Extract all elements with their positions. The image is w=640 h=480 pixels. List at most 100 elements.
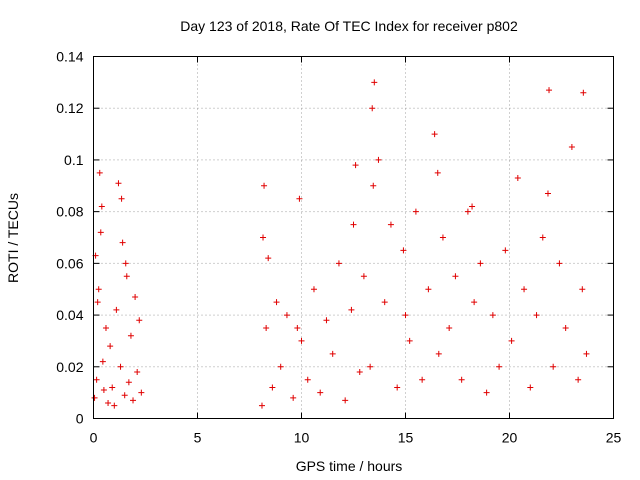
data-point: [508, 337, 515, 344]
data-point: [452, 273, 459, 280]
data-point: [329, 350, 336, 357]
data-point: [464, 208, 471, 215]
data-point: [583, 350, 590, 357]
data-point: [111, 402, 118, 409]
data-point: [105, 399, 112, 406]
data-point: [367, 363, 374, 370]
data-point: [277, 363, 284, 370]
data-point: [514, 175, 521, 182]
data-point: [496, 363, 503, 370]
data-point: [94, 299, 101, 306]
data-point: [539, 234, 546, 241]
data-point: [115, 180, 122, 187]
data-point: [121, 392, 128, 399]
data-point: [99, 358, 106, 365]
data-point: [352, 162, 359, 169]
data-point: [527, 384, 534, 391]
data-point: [119, 239, 126, 246]
data-point: [400, 247, 407, 254]
data-point: [546, 87, 553, 94]
chart-title: Day 123 of 2018, Rate Of TEC Index for r…: [180, 18, 518, 34]
grid-lines: [93, 56, 614, 419]
data-point: [117, 363, 124, 370]
x-tick-label: 25: [606, 430, 622, 446]
data-point: [550, 363, 557, 370]
data-point: [102, 325, 109, 331]
data-point: [371, 79, 378, 86]
x-tick-label: 5: [194, 430, 202, 446]
data-point: [98, 203, 105, 210]
y-tick-label: 0.12: [56, 100, 83, 116]
data-point: [113, 306, 120, 313]
data-point: [477, 260, 484, 267]
data-point: [579, 286, 586, 293]
data-point: [109, 384, 116, 391]
data-point: [360, 273, 367, 280]
y-tick-label: 0.14: [56, 49, 83, 65]
data-point: [125, 379, 132, 386]
data-point: [406, 337, 413, 344]
data-point: [323, 317, 330, 324]
data-point: [502, 247, 509, 254]
data-points: [91, 79, 590, 409]
x-tick-label: 10: [294, 430, 310, 446]
y-tick-label: 0.02: [56, 359, 83, 375]
data-point: [439, 234, 446, 241]
data-point: [471, 299, 478, 306]
data-point: [138, 389, 145, 396]
data-point: [294, 325, 301, 331]
data-point: [91, 394, 98, 401]
data-point: [123, 273, 130, 280]
data-point: [375, 156, 382, 163]
data-point: [269, 384, 276, 391]
data-point: [283, 312, 290, 319]
data-point: [122, 260, 129, 267]
x-tick-label: 0: [90, 430, 98, 446]
data-point: [425, 286, 432, 293]
data-point: [580, 89, 587, 96]
data-point: [136, 317, 143, 324]
data-point: [521, 286, 528, 293]
data-point: [431, 131, 438, 138]
data-point: [446, 325, 453, 331]
data-point: [127, 332, 134, 339]
data-point: [265, 255, 272, 262]
data-point: [369, 105, 376, 112]
data-point: [402, 312, 409, 319]
data-point: [260, 234, 267, 241]
data-point: [435, 350, 442, 357]
data-point: [342, 397, 349, 404]
data-point: [130, 397, 137, 404]
data-point: [469, 203, 476, 210]
data-point: [556, 260, 563, 267]
y-tick-label: 0.08: [56, 204, 83, 220]
y-tick-label: 0.04: [56, 307, 83, 323]
data-point: [258, 402, 265, 409]
y-tick-label: 0.06: [56, 255, 83, 271]
data-point: [394, 384, 401, 391]
data-point: [263, 325, 270, 331]
data-point: [434, 169, 441, 176]
data-point: [412, 208, 419, 215]
data-point: [568, 144, 575, 150]
y-axis-label: ROTI / TECUs: [5, 193, 21, 283]
data-point: [95, 286, 102, 293]
axis-ticks: 0 5 10 15 20 25 0 0.02 0.04 0.06 0.08 0.1 0.12 0.14: [56, 49, 621, 446]
x-axis-label: GPS time / hours: [296, 458, 403, 474]
data-point: [261, 182, 268, 189]
x-tick-label: 15: [398, 430, 414, 446]
data-point: [93, 376, 100, 383]
data-point: [132, 293, 139, 300]
data-point: [304, 376, 311, 383]
data-point: [419, 376, 426, 383]
y-tick-label: 0: [76, 411, 84, 427]
data-point: [310, 286, 317, 293]
data-point: [290, 394, 297, 401]
data-point: [533, 312, 540, 319]
data-point: [356, 368, 363, 375]
data-point: [350, 221, 357, 228]
plot-frame: [93, 56, 614, 419]
data-point: [370, 182, 377, 189]
x-tick-label: 20: [502, 430, 518, 446]
data-point: [107, 343, 114, 350]
